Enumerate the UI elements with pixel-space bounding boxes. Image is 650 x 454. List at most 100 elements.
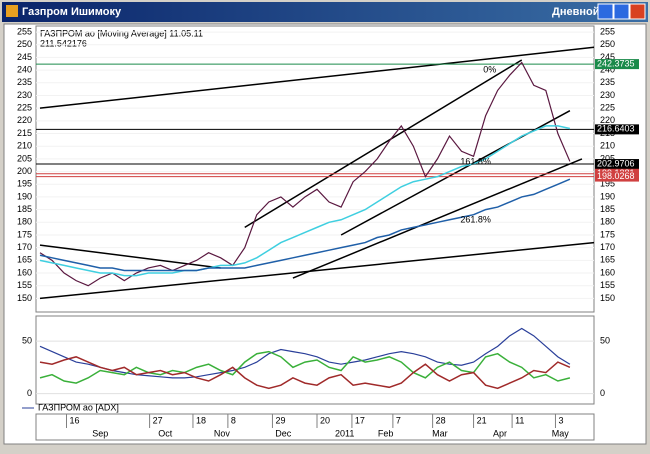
x-tick-label: 7 — [396, 415, 401, 425]
y-tick-label: 155 — [17, 280, 32, 290]
y-tick-label-right: 250 — [600, 39, 615, 49]
month-label: Nov — [214, 428, 231, 438]
y-tick-label: 250 — [17, 39, 32, 49]
x-tick-label: 11 — [515, 415, 524, 425]
adx-panel — [35, 315, 595, 405]
y-tick-label: 185 — [17, 204, 32, 214]
x-tick-label: 27 — [153, 415, 163, 425]
series-line — [39, 350, 571, 384]
y-tick-label-right: 180 — [600, 217, 615, 227]
title-bar — [2, 2, 648, 22]
y-tick-label: 175 — [17, 229, 32, 239]
price-tag-label: 216.6403 — [597, 124, 635, 134]
trend-line — [39, 46, 595, 109]
price-tag — [595, 159, 639, 170]
y-tick-label-right: 155 — [600, 280, 615, 290]
y-tick-label: 245 — [17, 52, 32, 62]
y-tick-label-right: 150 — [600, 293, 615, 303]
series-line — [39, 125, 571, 277]
y-tick-label-right: 240 — [600, 64, 615, 74]
x-tick-label: 29 — [275, 415, 285, 425]
y-tick-label: 210 — [17, 141, 32, 151]
price-tag-label: 242.3735 — [597, 58, 635, 68]
y-tick-label: 195 — [17, 179, 32, 189]
legend-title: ГАЗПРОМ ао [Moving Average] 11.05.11 — [40, 28, 203, 38]
main-panel — [35, 25, 595, 313]
y-tick-label-right: 220 — [600, 115, 615, 125]
trend-line — [39, 241, 595, 300]
x-axis-panel — [35, 413, 595, 441]
month-label: Feb — [378, 428, 394, 438]
price-tag — [595, 124, 639, 135]
x-tick-label: 17 — [355, 415, 365, 425]
annotation: 161.8% — [460, 156, 491, 166]
trend-line — [39, 244, 221, 269]
y-tick-label-right: 210 — [600, 141, 615, 151]
y-tick-label-right: 255 — [600, 26, 615, 36]
y-tick-label-right: 160 — [600, 267, 615, 277]
y-tick-label: 150 — [17, 293, 32, 303]
close-button[interactable] — [629, 3, 646, 20]
y-tick-label: 200 — [17, 166, 32, 176]
x-tick-label: 28 — [436, 415, 446, 425]
y-tick-label-right: 185 — [600, 204, 615, 214]
y-tick-label-right: 165 — [600, 255, 615, 265]
y-tick-label-right: 195 — [600, 179, 615, 189]
annotation: 261.8% — [460, 214, 491, 224]
x-tick-label: 20 — [320, 415, 330, 425]
month-label: Dec — [275, 428, 292, 438]
month-label: Mar — [432, 428, 448, 438]
month-label: Oct — [158, 428, 173, 438]
y-tick-label: 205 — [17, 153, 32, 163]
y-tick-label: 160 — [17, 267, 32, 277]
series-line — [39, 61, 571, 287]
series-line — [39, 356, 571, 390]
y-tick-label: 50 — [22, 335, 32, 345]
adx-legend: ГАЗПРОМ ао [ADX] — [38, 402, 119, 412]
price-tag — [595, 171, 639, 182]
y-tick-label-right: 0 — [600, 388, 605, 398]
month-label: 2011 — [335, 428, 354, 438]
y-tick-label: 235 — [17, 77, 32, 87]
series-line — [39, 327, 571, 379]
price-tag-label: 202.9706 — [597, 158, 635, 168]
legend-value: 211.542176 — [40, 38, 87, 48]
x-tick-label: 3 — [558, 415, 563, 425]
window-title: Газпром Ишимоку — [22, 6, 122, 18]
y-tick-label: 255 — [17, 26, 32, 36]
series-line — [39, 178, 571, 272]
x-tick-label: 8 — [231, 415, 236, 425]
y-tick-label-right: 235 — [600, 77, 615, 87]
month-label: May — [552, 428, 570, 438]
y-tick-label: 170 — [17, 242, 32, 252]
y-tick-label-right: 190 — [600, 191, 615, 201]
price-tag — [595, 59, 639, 70]
y-tick-label-right: 205 — [600, 153, 615, 163]
x-tick-label: 18 — [196, 415, 206, 425]
y-tick-label: 180 — [17, 217, 32, 227]
y-tick-label-right: 175 — [600, 229, 615, 239]
y-tick-label-right: 230 — [600, 90, 615, 100]
y-tick-label: 240 — [17, 64, 32, 74]
trend-line — [244, 59, 523, 229]
chart-area — [3, 23, 647, 445]
maximize-button[interactable] — [613, 3, 630, 20]
y-tick-label-right: 50 — [600, 335, 610, 345]
y-tick-label: 165 — [17, 255, 32, 265]
window-period: Дневной — [552, 6, 600, 18]
y-tick-label: 225 — [17, 103, 32, 113]
trend-line — [292, 158, 583, 279]
month-label: Apr — [493, 428, 507, 438]
app-icon — [6, 5, 18, 17]
y-tick-label-right: 245 — [600, 52, 615, 62]
month-label: Sep — [92, 428, 108, 438]
minimize-button[interactable] — [597, 3, 614, 20]
y-tick-label: 220 — [17, 115, 32, 125]
y-tick-label: 215 — [17, 128, 32, 138]
price-tag-label: 198.0268 — [597, 171, 635, 181]
y-tick-label-right: 225 — [600, 103, 615, 113]
x-tick-label: 21 — [477, 415, 487, 425]
annotation: 0% — [483, 64, 496, 74]
